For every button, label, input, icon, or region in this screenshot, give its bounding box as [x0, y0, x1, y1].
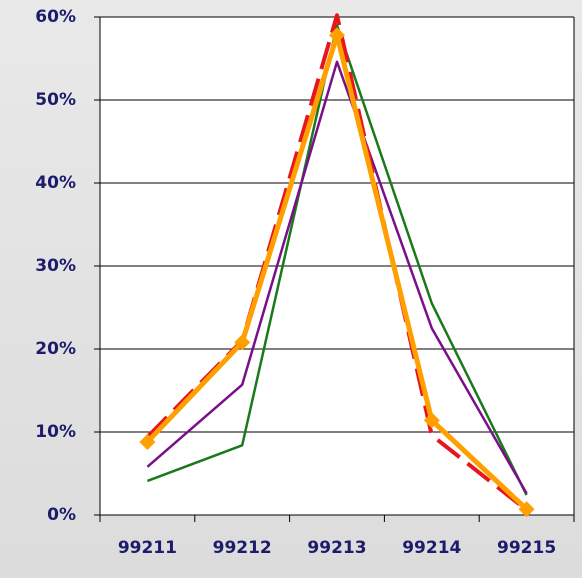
x-tick-label: 99211: [118, 538, 177, 558]
data-point: [234, 334, 251, 351]
series-line: [146, 60, 528, 495]
data-point: [329, 27, 345, 44]
y-tick-label: 0%: [47, 505, 76, 525]
y-tick-label: 20%: [35, 339, 76, 359]
series-line: [146, 24, 528, 496]
y-tick-label: 30%: [35, 256, 76, 276]
x-tick-label: 99212: [213, 538, 272, 558]
x-tick-label: 99215: [497, 538, 556, 558]
y-tick-label: 40%: [35, 173, 76, 193]
y-tick-label: 50%: [35, 90, 76, 110]
y-tick-label: 10%: [35, 422, 76, 442]
x-tick-label: 99214: [402, 538, 461, 558]
x-tick-label: 99213: [307, 538, 366, 558]
data-point: [139, 433, 156, 450]
data-point: [423, 412, 440, 429]
data-point: [518, 501, 535, 518]
y-tick-label: 60%: [35, 7, 76, 27]
